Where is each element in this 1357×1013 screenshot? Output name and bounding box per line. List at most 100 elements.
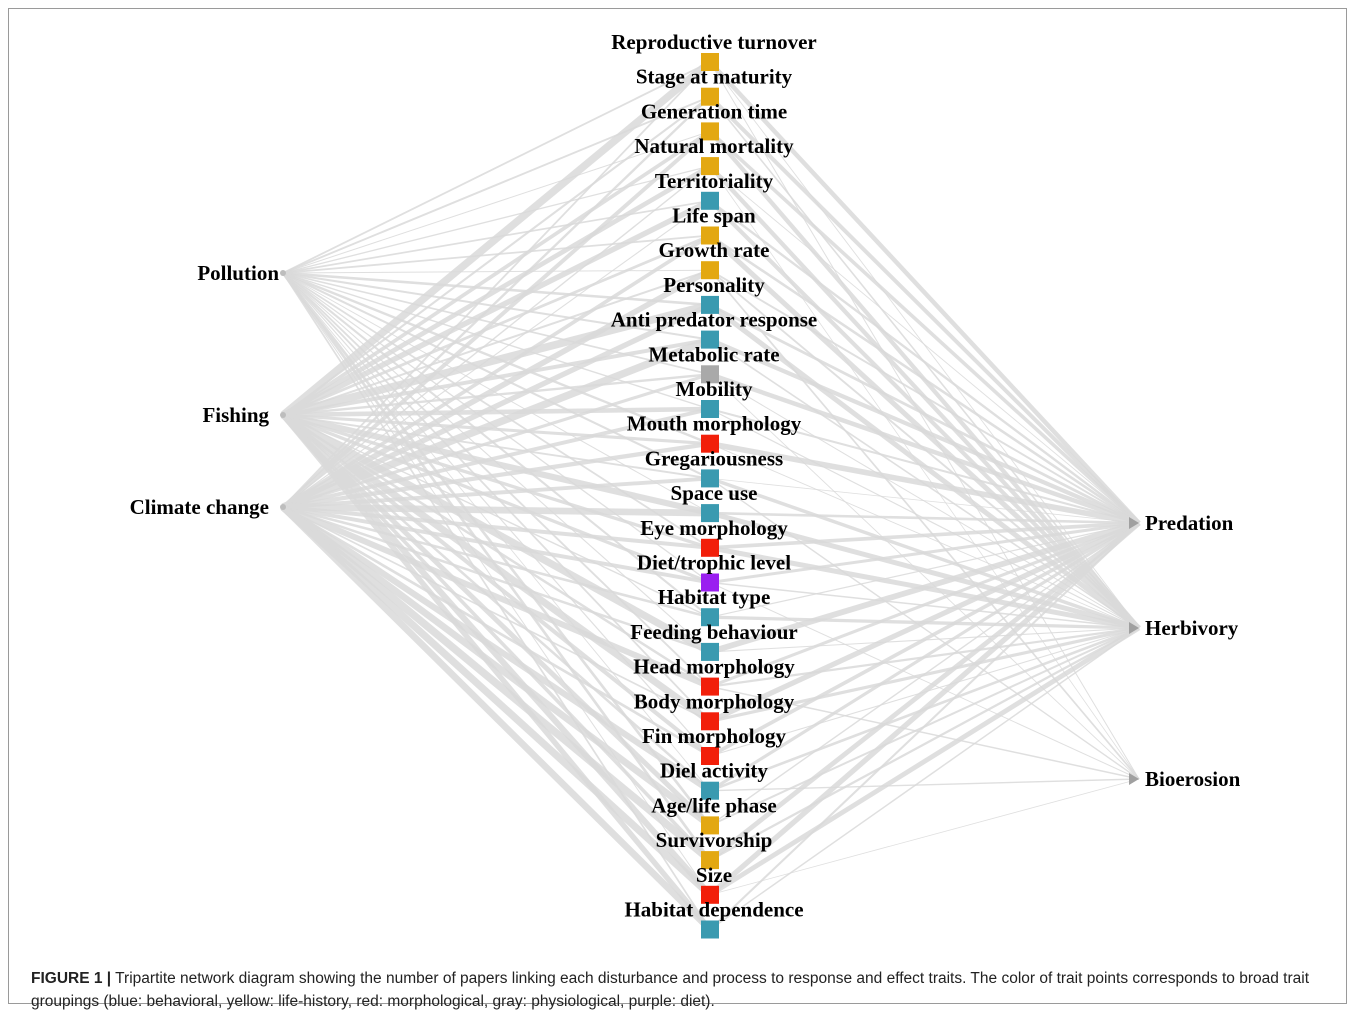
trait-label-habitat-type: Habitat type [658, 585, 771, 609]
figure-caption: FIGURE 1 | Tripartite network diagram sh… [31, 967, 1341, 1013]
process-label-predation: Predation [1145, 511, 1234, 535]
edge-trait-process [709, 627, 1140, 827]
edge-trait-process [709, 627, 1140, 931]
disturbance-node-pollution [280, 270, 286, 276]
trait-node-mobility [701, 400, 719, 418]
trait-node-stage-at-maturity [701, 87, 719, 106]
edge-disturbance-trait [282, 414, 711, 618]
edge-disturbance-trait [282, 411, 711, 517]
trait-label-diel-activity: Diel activity [660, 759, 768, 783]
trait-label-feeding-behaviour: Feeding behaviour [630, 620, 797, 644]
edge-trait-process [709, 476, 1140, 630]
trait-node-head-morphology [701, 677, 719, 696]
edge-trait-process [708, 60, 1141, 525]
trait-label-fin-morphology: Fin morphology [642, 724, 787, 748]
edge-disturbance-trait [281, 336, 712, 511]
edge-trait-process [709, 615, 1140, 630]
edge-disturbance-trait [282, 505, 711, 619]
trait-label-mobility: Mobility [676, 377, 753, 401]
edge-disturbance-trait [282, 441, 711, 510]
edge-disturbance-trait [282, 233, 711, 509]
edge-trait-process [709, 545, 1140, 631]
trait-node-diel-activity [701, 781, 719, 800]
trait-node-territoriality [701, 191, 719, 210]
edge-trait-process [708, 95, 1141, 525]
edge-trait-process [708, 233, 1141, 630]
edge-disturbance-trait [280, 59, 713, 418]
edge-disturbance-trait [280, 504, 713, 864]
edge-trait-process [709, 685, 1140, 780]
disturbance-node-climate-change [280, 504, 286, 510]
edge-trait-process [709, 443, 1140, 629]
process-label-herbivory: Herbivory [1145, 616, 1239, 640]
disturbance-label-climate-change: Climate change [130, 495, 269, 519]
edge-trait-process [708, 130, 1141, 525]
edge-trait-process [709, 408, 1140, 629]
trait-node-body-morphology [701, 712, 719, 731]
edge-disturbance-trait [282, 372, 711, 509]
trait-node-life-span [701, 226, 719, 245]
trait-label-natural-mortality: Natural mortality [634, 134, 794, 158]
edge-trait-process [709, 626, 1140, 723]
edge-disturbance-trait [281, 267, 712, 510]
trait-node-size [701, 885, 719, 904]
edge-trait-process [709, 338, 1140, 629]
trait-node-feeding-behaviour [701, 642, 719, 661]
edge-disturbance-trait [282, 95, 711, 274]
caption-label: FIGURE 1 | [31, 970, 112, 987]
trait-node-eye-morphology [701, 538, 719, 557]
edge-trait-process [709, 61, 1140, 780]
edge-trait-process [709, 373, 1140, 780]
edge-disturbance-trait [282, 506, 711, 723]
edge-trait-process [709, 778, 1140, 896]
edge-disturbance-trait [282, 476, 711, 509]
trait-label-size: Size [696, 863, 732, 887]
trait-node-generation-time [701, 122, 719, 141]
edge-disturbance-trait [282, 165, 711, 508]
edge-disturbance-trait [282, 505, 711, 585]
edge-trait-process [709, 96, 1140, 629]
process-label-bioerosion: Bioerosion [1145, 767, 1241, 791]
edge-disturbance-trait [282, 373, 711, 417]
disturbance-label-pollution: Pollution [197, 261, 279, 285]
edge-trait-process [709, 626, 1140, 792]
edge-disturbance-trait [281, 504, 712, 794]
edge-trait-process [709, 61, 1140, 629]
edge-disturbance-trait [281, 129, 712, 509]
trait-node-layer [280, 53, 1139, 939]
trait-node-survivorship [701, 851, 719, 870]
trait-label-generation-time: Generation time [641, 99, 787, 123]
trait-node-fin-morphology [701, 747, 719, 765]
edge-disturbance-trait [281, 411, 712, 656]
trait-label-personality: Personality [663, 273, 765, 297]
edge-disturbance-trait [281, 302, 712, 510]
edge-trait-process [709, 269, 1140, 629]
trait-label-survivorship: Survivorship [656, 828, 773, 852]
trait-node-mouth-morphology [701, 434, 719, 453]
edge-disturbance-trait [282, 272, 711, 410]
process-node-herbivory [1129, 622, 1139, 634]
trait-label-mouth-morphology: Mouth morphology [627, 412, 802, 436]
edge-disturbance-trait [282, 269, 711, 416]
edge-disturbance-trait [282, 503, 711, 517]
trait-node-diet-trophic-level [701, 573, 719, 592]
tripartite-network: Reproductive turnover Stage at maturity Ge… [130, 30, 1241, 939]
trait-label-gregariousness: Gregariousness [645, 446, 783, 470]
edge-trait-process [708, 302, 1141, 630]
edge-trait-process [709, 581, 1140, 629]
trait-label-age-life-phase: Age/life phase [651, 793, 776, 817]
trait-label-reproductive-turnover: Reproductive turnover [611, 30, 817, 54]
edge-disturbance-trait [281, 164, 712, 418]
edge-disturbance-trait [282, 61, 711, 274]
process-node-bioerosion [1129, 773, 1139, 785]
trait-node-personality [701, 295, 719, 314]
trait-label-eye-morphology: Eye morphology [640, 516, 788, 540]
trait-node-metabolic-rate [701, 365, 719, 384]
edge-trait-process [709, 778, 1140, 792]
edge-disturbance-trait [282, 234, 711, 417]
edge-disturbance-trait [281, 198, 712, 418]
edge-disturbance-trait [282, 406, 711, 418]
edge-trait-process [709, 165, 1140, 780]
process-node-predation [1129, 517, 1139, 529]
trait-label-territoriality: Territoriality [655, 169, 774, 193]
